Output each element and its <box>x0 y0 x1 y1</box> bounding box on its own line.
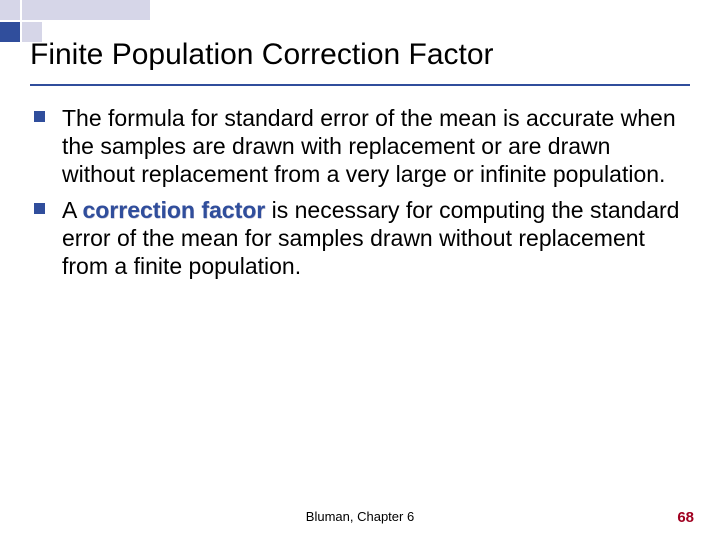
decor-block <box>0 0 20 20</box>
page-number: 68 <box>677 509 694 526</box>
bullet-item: The formula for standard error of the me… <box>62 104 680 188</box>
bullet-item: A correction factor is necessary for com… <box>62 196 680 280</box>
decor-block <box>0 22 20 42</box>
decor-block <box>22 0 150 20</box>
content-area: The formula for standard error of the me… <box>0 86 720 280</box>
corner-decoration <box>0 0 150 45</box>
bullet-term: correction factor <box>82 197 265 223</box>
footer-text: Bluman, Chapter 6 <box>0 509 720 524</box>
bullet-square-icon <box>34 111 45 122</box>
decor-block <box>22 22 42 42</box>
bullet-text: The formula for standard error of the me… <box>62 105 676 187</box>
bullet-square-icon <box>34 203 45 214</box>
bullet-text: A <box>62 197 82 223</box>
